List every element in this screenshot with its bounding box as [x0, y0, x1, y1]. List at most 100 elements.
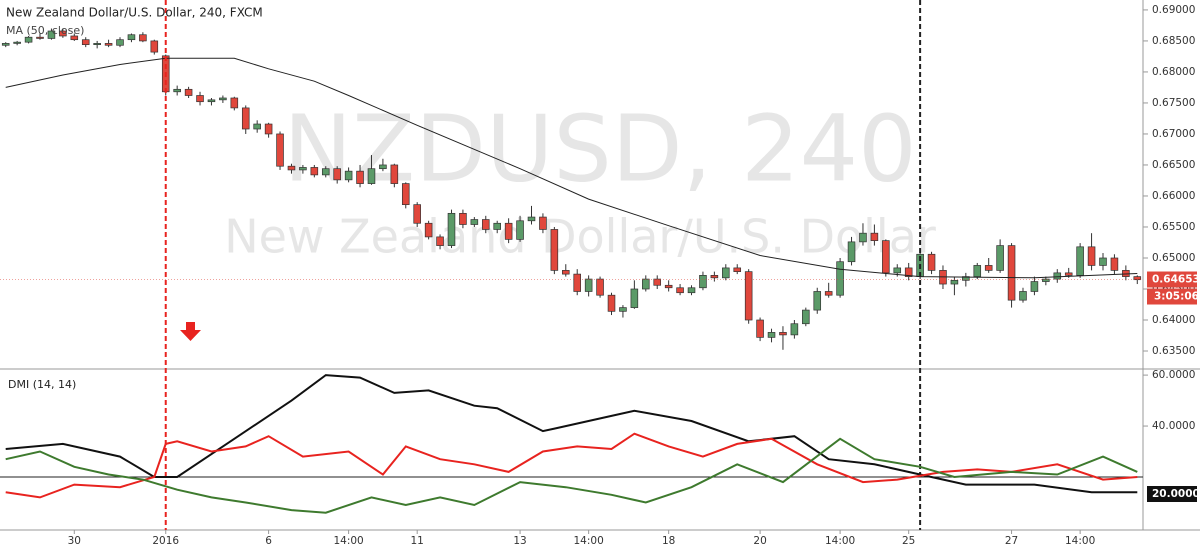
- candle-body: [24, 36, 33, 43]
- candle-body: [379, 164, 387, 170]
- x-tick-label: 11: [411, 535, 424, 547]
- countdown-label: 3:05:06: [1154, 291, 1199, 303]
- dmi-title: DMI (14, 14): [8, 378, 76, 391]
- candle-body: [390, 164, 399, 184]
- candle-body: [984, 265, 993, 271]
- candle-body: [642, 278, 650, 290]
- watermark-description: New Zealand Dollar/U.S. Dollar: [224, 210, 936, 264]
- candle-body: [184, 88, 193, 96]
- candle-body: [790, 323, 799, 336]
- candle-body: [1030, 281, 1039, 292]
- candle-body: [321, 168, 330, 176]
- candle-body: [1053, 272, 1062, 280]
- candle-body: [859, 232, 867, 243]
- y-tick-label: 0.69000: [1152, 4, 1195, 16]
- candle-body: [744, 271, 753, 321]
- candle-body: [950, 279, 959, 285]
- candle-body: [1099, 257, 1107, 266]
- candle-body: [596, 278, 604, 296]
- x-tick-label: 6: [265, 535, 272, 547]
- candle-body: [150, 40, 159, 53]
- y-tick-label: 0.67000: [1152, 128, 1195, 140]
- candle-body: [1087, 246, 1096, 266]
- candle-body: [436, 236, 444, 246]
- candle-body: [333, 168, 341, 181]
- moving-average-line: [5, 57, 1138, 279]
- watermark-symbol: NZDUSD, 240: [283, 95, 916, 202]
- candle-body: [127, 34, 136, 41]
- x-tick-label: 14:00: [1065, 535, 1095, 547]
- candle-body: [824, 291, 833, 296]
- candle-body: [1, 43, 10, 46]
- candle-body: [481, 219, 490, 230]
- candle-body: [207, 99, 216, 103]
- candle-body: [264, 123, 273, 135]
- candle-body: [607, 294, 616, 312]
- candle-body: [813, 291, 822, 311]
- candle-body: [722, 267, 730, 279]
- x-tick-label: 13: [513, 535, 526, 547]
- candle-body: [276, 133, 284, 167]
- candle-body: [527, 216, 536, 222]
- candle-body: [253, 123, 261, 130]
- candle-body: [1007, 245, 1016, 301]
- x-tick-label: 14:00: [825, 535, 855, 547]
- y-tick-label: 0.65500: [1152, 221, 1195, 233]
- candle-body: [562, 270, 570, 275]
- candle-body: [241, 107, 250, 130]
- y-tick-label: 0.68000: [1152, 66, 1195, 78]
- candle-body: [173, 88, 181, 93]
- candle-body: [196, 95, 204, 103]
- x-tick-label: 18: [662, 535, 675, 547]
- x-tick-label: 27: [1005, 535, 1018, 547]
- candle-body: [470, 219, 479, 225]
- candle-body: [1110, 257, 1119, 271]
- candle-body: [619, 307, 627, 312]
- y-tick-label: 0.68500: [1152, 35, 1195, 47]
- chart-title: New Zealand Dollar/U.S. Dollar, 240, FXC…: [6, 6, 263, 20]
- level-tag: [1147, 486, 1197, 503]
- candle-body: [459, 212, 467, 225]
- candle-body: [13, 41, 21, 44]
- y-tick-label: 0.66500: [1152, 159, 1195, 171]
- candle-body: [219, 97, 227, 101]
- candle-body: [996, 245, 1004, 271]
- candle-body: [836, 261, 844, 296]
- candle-body: [973, 265, 982, 277]
- candle-body: [81, 39, 90, 46]
- candle-body: [310, 167, 319, 176]
- candle-body: [59, 30, 67, 37]
- candle-body: [104, 43, 113, 46]
- ma-legend: MA (50, close): [6, 24, 84, 37]
- candle-body: [882, 240, 890, 274]
- candle-body: [424, 222, 433, 238]
- candle-body: [1042, 278, 1050, 282]
- candle-body: [1064, 272, 1073, 276]
- candle-body: [767, 332, 776, 338]
- x-tick-label: 14:00: [333, 535, 363, 547]
- candle-body: [93, 43, 101, 46]
- y-tick-label: 0.67500: [1152, 97, 1195, 109]
- y-tick-label: 0.65000: [1152, 252, 1195, 264]
- candle-body: [447, 212, 456, 246]
- candle-body: [904, 267, 913, 277]
- last-price-tag: [1147, 271, 1197, 288]
- candle-body: [413, 204, 421, 224]
- candle-body: [36, 36, 44, 39]
- x-tick-label: 25: [902, 535, 915, 547]
- candle-body: [927, 253, 936, 271]
- candle-body: [356, 170, 364, 184]
- candle-body: [893, 267, 902, 274]
- candle-body: [664, 284, 673, 289]
- candle-body: [687, 287, 696, 294]
- x-tick-label: 14:00: [574, 535, 604, 547]
- candle-body: [699, 275, 707, 289]
- down-arrow-icon: [180, 322, 201, 341]
- countdown-tag: [1147, 288, 1197, 305]
- y-tick-label: 0.63500: [1152, 345, 1195, 357]
- candle-body: [779, 332, 787, 336]
- candle-body: [367, 168, 376, 184]
- candle-body: [733, 267, 742, 272]
- dmi-line: [5, 374, 1138, 494]
